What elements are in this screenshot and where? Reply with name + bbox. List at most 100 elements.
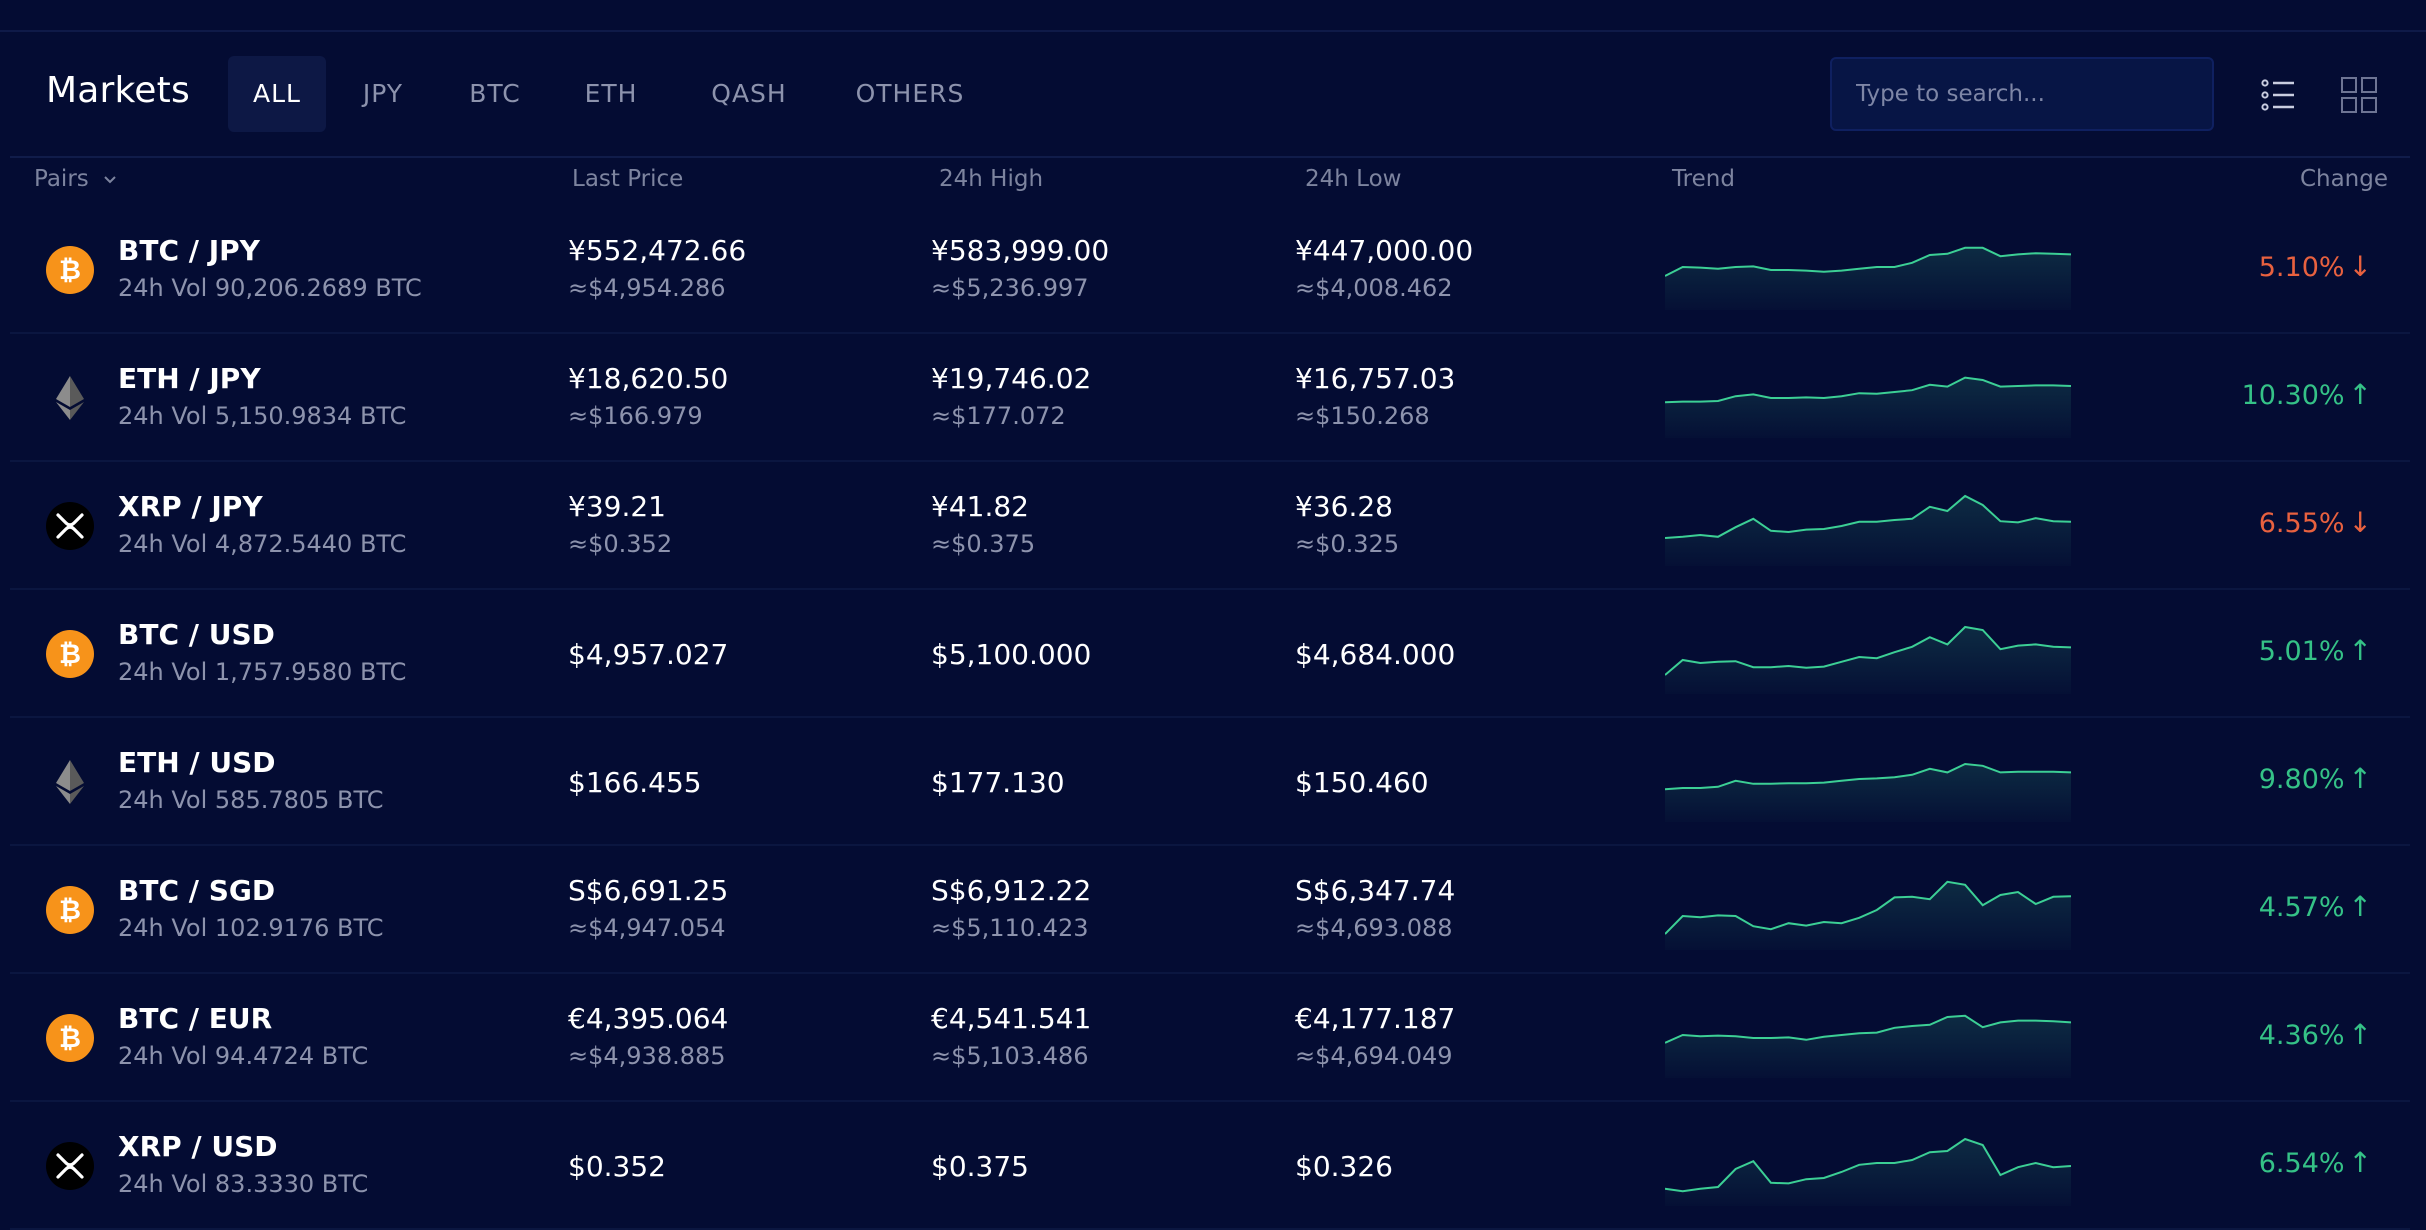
tab-others[interactable]: OTHERS: [855, 79, 965, 108]
table-row[interactable]: ETH / JPY 24h Vol 5,150.9834 BTC ¥18,620.5…: [10, 334, 2410, 462]
low-24h: $0.326: [1295, 1150, 1393, 1183]
low-24h: ¥36.28: [1295, 490, 1393, 523]
high-24h: S$6,912.22: [931, 874, 1092, 907]
header-divider: [10, 156, 2410, 158]
volume-24h: 24h Vol 94.4724 BTC: [118, 1042, 369, 1070]
tab-all[interactable]: ALL: [228, 56, 326, 132]
change-percent: 10.30%: [2241, 380, 2345, 411]
change-value: 5.10% ↓: [2259, 250, 2372, 283]
page-title: Markets: [46, 70, 190, 111]
table-row[interactable]: ₿ BTC / SGD 24h Vol 102.9176 BTC S$6,691.25…: [10, 846, 2410, 974]
trend-sparkline: [1665, 1137, 2071, 1206]
arrow-down-icon: ↓: [2348, 506, 2372, 539]
low-24h: $150.460: [1295, 766, 1429, 799]
column-header-last-price[interactable]: Last Price: [572, 166, 684, 192]
volume-24h: 24h Vol 1,757.9580 BTC: [118, 658, 407, 686]
last-price: ¥18,620.50: [568, 362, 729, 395]
xrp-icon: [46, 502, 94, 550]
table-row[interactable]: ETH / USD 24h Vol 585.7805 BTC $166.455 $17…: [10, 718, 2410, 846]
row-divider: [10, 844, 2410, 846]
tab-qash[interactable]: QASH: [711, 79, 787, 108]
svg-text:₿: ₿: [59, 895, 81, 926]
last-price: $4,957.027: [568, 638, 729, 671]
last-price-usd: ≈$4,938.885: [568, 1042, 726, 1070]
table-row[interactable]: ₿ BTC / EUR 24h Vol 94.4724 BTC €4,395.064 ≈…: [10, 974, 2410, 1102]
ethereum-icon: [56, 760, 84, 804]
last-price-usd: ≈$4,954.286: [568, 274, 726, 302]
change-value: 6.55% ↓: [2259, 506, 2372, 539]
high-24h-usd: ≈$5,236.997: [931, 274, 1089, 302]
last-price-usd: ≈$166.979: [568, 402, 703, 430]
high-24h-usd: ≈$5,110.423: [931, 914, 1089, 942]
trend-sparkline: [1665, 880, 2071, 950]
low-24h-usd: ≈$4,694.049: [1295, 1042, 1453, 1070]
column-header-trend: Trend: [1672, 166, 1735, 192]
arrow-up-icon: ↑: [2348, 378, 2372, 411]
change-value: 4.57% ↑: [2259, 890, 2372, 923]
table-row[interactable]: XRP / USD 24h Vol 83.3330 BTC $0.352 $0.375…: [10, 1102, 2410, 1230]
row-divider: [10, 1100, 2410, 1102]
column-header-24h-high[interactable]: 24h High: [939, 166, 1044, 192]
row-divider: [10, 972, 2410, 974]
high-24h-usd: ≈$177.072: [931, 402, 1066, 430]
high-24h: ¥583,999.00: [931, 234, 1110, 267]
arrow-up-icon: ↑: [2348, 890, 2372, 923]
arrow-up-icon: ↑: [2348, 634, 2372, 667]
change-percent: 9.80%: [2258, 764, 2345, 795]
change-value: 9.80% ↑: [2259, 762, 2372, 795]
tab-eth[interactable]: ETH: [584, 79, 638, 108]
arrow-up-icon: ↑: [2348, 1018, 2372, 1051]
pair-name: BTC / SGD: [118, 874, 276, 907]
svg-text:₿: ₿: [59, 639, 81, 670]
trend-sparkline: [1665, 762, 2071, 822]
low-24h: ¥447,000.00: [1295, 234, 1474, 267]
grid-view-icon[interactable]: [2340, 76, 2378, 114]
last-price: S$6,691.25: [568, 874, 729, 907]
volume-24h: 24h Vol 83.3330 BTC: [118, 1170, 369, 1198]
last-price: ¥39.21: [568, 490, 666, 523]
volume-24h: 24h Vol 585.7805 BTC: [118, 786, 384, 814]
last-price-usd: ≈$4,947.054: [568, 914, 726, 942]
change-value: 6.54% ↑: [2259, 1146, 2372, 1179]
tab-jpy[interactable]: JPY: [362, 79, 404, 108]
trend-sparkline: [1665, 246, 2071, 310]
tab-btc[interactable]: BTC: [469, 79, 521, 108]
pair-name: BTC / USD: [118, 618, 275, 651]
last-price: $166.455: [568, 766, 702, 799]
pair-name: BTC / JPY: [118, 234, 260, 267]
trend-sparkline: [1665, 494, 2071, 566]
row-divider: [10, 460, 2410, 462]
change-percent: 6.54%: [2258, 1148, 2345, 1179]
column-header-change[interactable]: Change: [2299, 166, 2388, 192]
pair-name: BTC / EUR: [118, 1002, 273, 1035]
pair-name: ETH / JPY: [118, 362, 261, 395]
column-header-pairs[interactable]: Pairs: [34, 166, 118, 192]
table-row[interactable]: ₿ BTC / USD 24h Vol 1,757.9580 BTC $4,957.0…: [10, 590, 2410, 718]
bitcoin-icon: ₿: [46, 246, 94, 294]
low-24h: ¥16,757.03: [1295, 362, 1456, 395]
arrow-down-icon: ↓: [2348, 250, 2372, 283]
change-value: 10.30% ↑: [2242, 378, 2372, 411]
trend-sparkline: [1665, 625, 2071, 694]
table-row[interactable]: XRP / JPY 24h Vol 4,872.5440 BTC ¥39.21 ≈$0…: [10, 462, 2410, 590]
low-24h-usd: ≈$4,008.462: [1295, 274, 1453, 302]
change-value: 4.36% ↑: [2259, 1018, 2372, 1051]
high-24h-usd: ≈$5,103.486: [931, 1042, 1089, 1070]
table-row[interactable]: ₿ BTC / JPY 24h Vol 90,206.2689 BTC ¥552,47…: [10, 206, 2410, 334]
volume-24h: 24h Vol 4,872.5440 BTC: [118, 530, 407, 558]
high-24h: $5,100.000: [931, 638, 1092, 671]
low-24h: S$6,347.74: [1295, 874, 1456, 907]
last-price: $0.352: [568, 1150, 666, 1183]
change-percent: 5.10%: [2258, 252, 2345, 283]
arrow-up-icon: ↑: [2348, 762, 2372, 795]
low-24h: €4,177.187: [1295, 1002, 1456, 1035]
xrp-icon: [46, 1142, 94, 1190]
list-view-icon[interactable]: [2260, 76, 2298, 114]
pair-name: XRP / USD: [118, 1130, 278, 1163]
column-header-24h-low[interactable]: 24h Low: [1305, 166, 1402, 192]
search-input[interactable]: [1830, 57, 2214, 131]
top-border: [0, 30, 2426, 32]
low-24h: $4,684.000: [1295, 638, 1456, 671]
last-price: €4,395.064: [568, 1002, 729, 1035]
low-24h-usd: ≈$150.268: [1295, 402, 1430, 430]
